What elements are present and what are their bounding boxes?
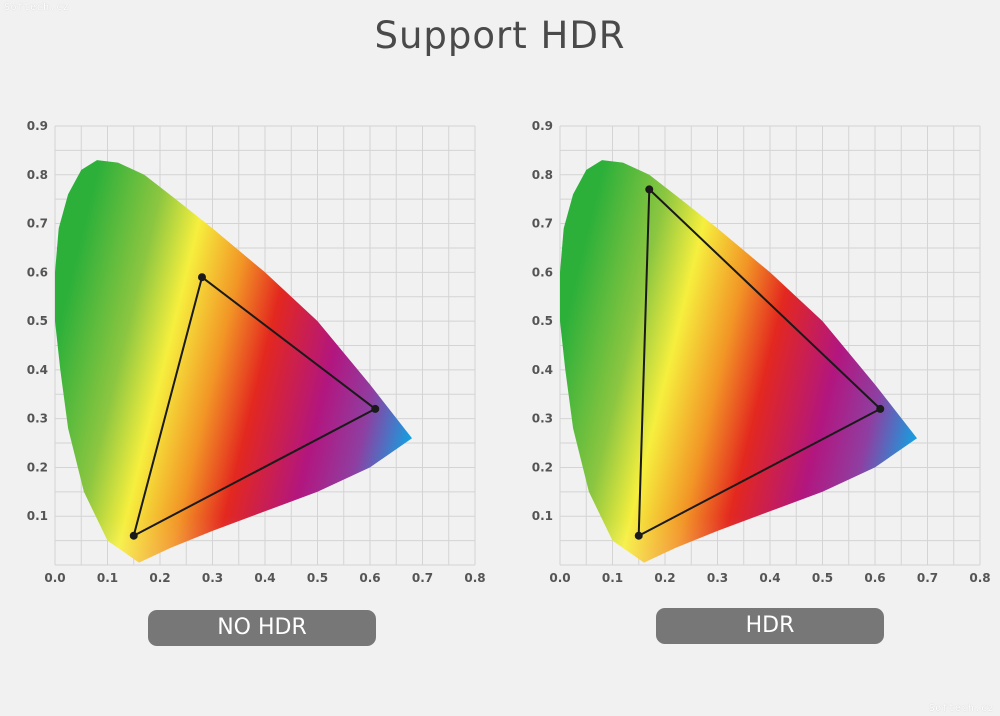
y-tick-label: 0.9 bbox=[532, 119, 553, 133]
chromaticity-diagram-no-hdr: 0.0 0.1 0.2 0.3 0.4 0.5 0.6 0.7 0.8 0.1 0.2 0.3 0.4 0… bbox=[27, 119, 486, 585]
gamut-triangle bbox=[637, 188, 882, 537]
y-tick-label: 0.1 bbox=[532, 509, 553, 523]
x-tick-label: 0.6 bbox=[864, 571, 885, 585]
y-tick-label: 0.7 bbox=[532, 217, 553, 231]
y-tick-label: 0.7 bbox=[27, 217, 48, 231]
y-tick-label: 0.4 bbox=[532, 363, 553, 377]
y-tick-label: 0.3 bbox=[27, 412, 48, 426]
x-tick-label: 0.0 bbox=[549, 571, 570, 585]
x-tick-label: 0.3 bbox=[707, 571, 728, 585]
x-tick-label: 0.7 bbox=[917, 571, 938, 585]
gamut-vertex bbox=[645, 185, 654, 194]
y-tick-label: 0.4 bbox=[27, 363, 48, 377]
gamut-vertex bbox=[876, 404, 885, 413]
x-tick-label: 0.8 bbox=[969, 571, 990, 585]
x-tick-label: 0.5 bbox=[307, 571, 328, 585]
x-tick-label: 0.3 bbox=[202, 571, 223, 585]
x-tick-label: 0.1 bbox=[97, 571, 118, 585]
y-tick-label: 0.5 bbox=[532, 314, 553, 328]
x-tick-label: 0.5 bbox=[812, 571, 833, 585]
y-tick-label: 0.2 bbox=[532, 460, 553, 474]
x-tick-label: 0.2 bbox=[654, 571, 675, 585]
x-tick-label: 0.1 bbox=[602, 571, 623, 585]
y-tick-label: 0.3 bbox=[532, 412, 553, 426]
panel-no-hdr: 0.0 0.1 0.2 0.3 0.4 0.5 0.6 0.7 0.8 0.1 0.2 0.3 0.4 0… bbox=[25, 110, 495, 646]
panel-hdr: 0.0 0.1 0.2 0.3 0.4 0.5 0.6 0.7 0.8 0.1 0.2 0.3 0.4 0… bbox=[530, 110, 1000, 644]
y-tick-label: 0.5 bbox=[27, 314, 48, 328]
page-title: Support HDR bbox=[374, 14, 626, 57]
y-tick-label: 0.8 bbox=[27, 168, 48, 182]
x-tick-label: 0.2 bbox=[149, 571, 170, 585]
label-no-hdr: NO HDR bbox=[148, 610, 376, 646]
x-tick-label: 0.7 bbox=[412, 571, 433, 585]
x-tick-label: 0.6 bbox=[359, 571, 380, 585]
watermark-bottom: Softech.cz bbox=[928, 703, 994, 714]
x-tick-label: 0.8 bbox=[464, 571, 485, 585]
watermark-top: Softech.cz bbox=[4, 2, 70, 13]
y-tick-label: 0.2 bbox=[27, 460, 48, 474]
tick-labels: 0.0 0.1 0.2 0.3 0.4 0.5 0.6 0.7 0.8 0.1 0.2 0.3 0.4 0… bbox=[27, 119, 486, 585]
y-tick-label: 0.9 bbox=[27, 119, 48, 133]
y-tick-label: 0.1 bbox=[27, 509, 48, 523]
y-tick-label: 0.6 bbox=[27, 265, 48, 279]
x-tick-label: 0.4 bbox=[759, 571, 780, 585]
gamut-vertex bbox=[634, 531, 643, 540]
label-hdr: HDR bbox=[656, 608, 884, 644]
y-tick-label: 0.6 bbox=[532, 265, 553, 279]
x-tick-label: 0.4 bbox=[254, 571, 275, 585]
gamut-vertex bbox=[371, 404, 380, 413]
tick-labels: 0.0 0.1 0.2 0.3 0.4 0.5 0.6 0.7 0.8 0.1 0.2 0.3 0.4 0… bbox=[532, 119, 991, 585]
gamut-vertex bbox=[129, 531, 138, 540]
spectral-locus-shade bbox=[560, 160, 917, 563]
x-tick-label: 0.0 bbox=[44, 571, 65, 585]
gamut-triangle bbox=[132, 276, 377, 537]
y-tick-label: 0.8 bbox=[532, 168, 553, 182]
chromaticity-diagram-hdr: 0.0 0.1 0.2 0.3 0.4 0.5 0.6 0.7 0.8 0.1 0.2 0.3 0.4 0… bbox=[532, 119, 991, 585]
spectral-locus-shade bbox=[55, 160, 412, 563]
gamut-vertex bbox=[198, 273, 206, 282]
